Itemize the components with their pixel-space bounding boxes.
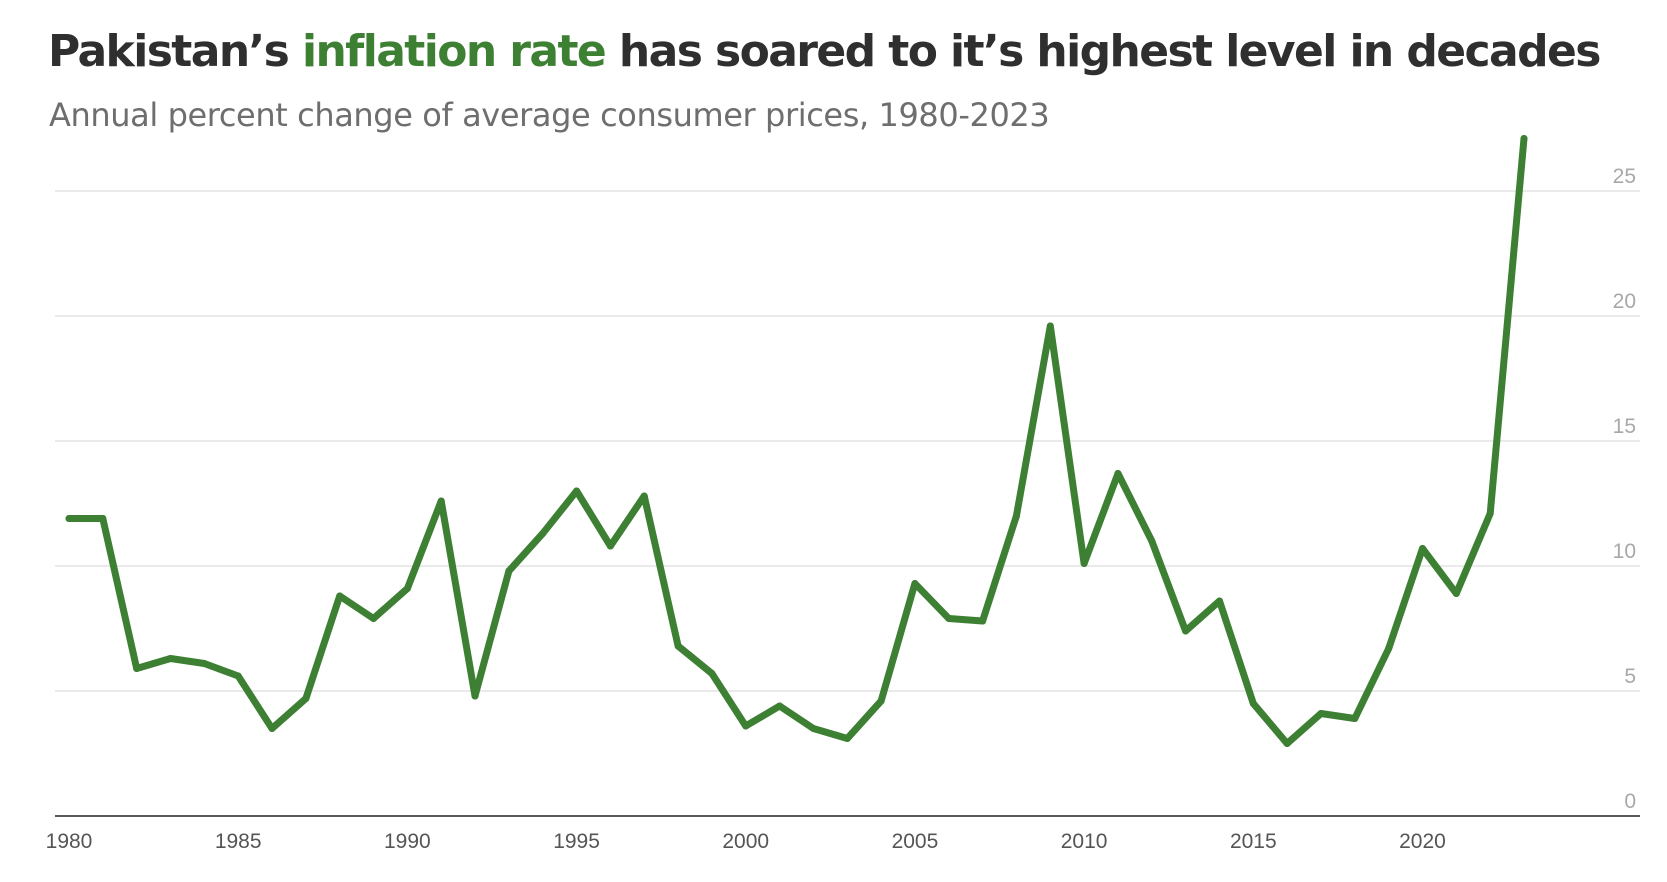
y-tick-label-25: 25 <box>1613 165 1636 188</box>
data-point-1995 <box>573 487 581 495</box>
data-point-1997 <box>640 492 648 500</box>
data-point-1992 <box>471 692 479 700</box>
data-point-2004 <box>877 697 885 705</box>
x-tick-label-2000: 2000 <box>722 830 769 853</box>
data-point-1990 <box>403 585 411 592</box>
data-point-2011 <box>1114 470 1122 477</box>
chart-subtitle: Annual percent change of average consume… <box>49 96 1050 134</box>
x-tick-label-1990: 1990 <box>384 830 431 853</box>
data-point-1988 <box>336 592 344 600</box>
data-point-1989 <box>370 615 378 622</box>
data-point-2006 <box>945 615 953 622</box>
x-tick-label-2015: 2015 <box>1230 830 1277 853</box>
data-point-1987 <box>302 695 310 702</box>
data-point-2005 <box>911 580 919 587</box>
data-point-2010 <box>1080 560 1088 567</box>
data-point-2012 <box>1148 537 1156 545</box>
data-point-2013 <box>1182 627 1190 635</box>
data-point-2016 <box>1283 740 1291 747</box>
x-tick-label-1995: 1995 <box>553 830 600 853</box>
data-point-1991 <box>437 497 445 505</box>
data-point-2009 <box>1046 322 1054 330</box>
data-point-1982 <box>133 665 141 672</box>
data-point-1981 <box>99 515 107 522</box>
x-tick-label-2020: 2020 <box>1399 830 1446 853</box>
data-point-1993 <box>505 567 513 575</box>
series-line-0 <box>65 135 1528 747</box>
y-tick-label-20: 20 <box>1613 290 1636 313</box>
data-point-2007 <box>979 617 987 625</box>
axis-layer: 0 5 10 15 20 25 1980 1985 1990 1995 2000 2005 2010 20… <box>46 165 1640 853</box>
data-point-1983 <box>167 655 175 662</box>
data-point-2002 <box>809 725 817 732</box>
x-tick-label-1985: 1985 <box>215 830 262 853</box>
data-point-2015 <box>1249 700 1257 707</box>
series-layer <box>65 135 1528 747</box>
data-point-1985 <box>234 672 242 680</box>
data-point-1986 <box>268 725 276 732</box>
data-point-1998 <box>674 642 682 650</box>
data-point-2020 <box>1418 545 1426 552</box>
x-tick-label-1980: 1980 <box>46 830 93 853</box>
data-point-2023 <box>1520 135 1528 142</box>
data-point-1994 <box>539 530 547 537</box>
data-point-2017 <box>1317 710 1325 717</box>
x-tick-label-2010: 2010 <box>1061 830 1108 853</box>
gridlines <box>55 190 1640 692</box>
data-point-2022 <box>1486 510 1494 517</box>
y-tick-label-15: 15 <box>1613 415 1636 438</box>
title-part-2: has soared to it’s highest level in deca… <box>605 26 1602 77</box>
data-point-2014 <box>1215 597 1223 605</box>
y-tick-label-0: 0 <box>1624 790 1636 813</box>
title-part-1: Pakistan’s <box>48 26 302 77</box>
y-tick-label-5: 5 <box>1624 665 1636 688</box>
data-point-2021 <box>1452 590 1460 597</box>
data-point-2001 <box>776 702 784 710</box>
data-point-2019 <box>1385 645 1393 652</box>
data-point-2000 <box>742 722 750 730</box>
data-point-2018 <box>1351 715 1359 722</box>
data-point-1980 <box>65 515 73 522</box>
x-tick-label-2005: 2005 <box>892 830 939 853</box>
data-point-2003 <box>843 735 851 742</box>
title-highlight: inflation rate <box>301 26 607 77</box>
chart-title: Pakistan’s inflation rate has soared to … <box>48 26 1602 77</box>
data-point-1996 <box>606 542 614 550</box>
data-point-1984 <box>200 660 208 667</box>
data-point-2008 <box>1012 512 1020 520</box>
y-tick-label-10: 10 <box>1613 540 1636 563</box>
data-point-1999 <box>708 670 716 677</box>
